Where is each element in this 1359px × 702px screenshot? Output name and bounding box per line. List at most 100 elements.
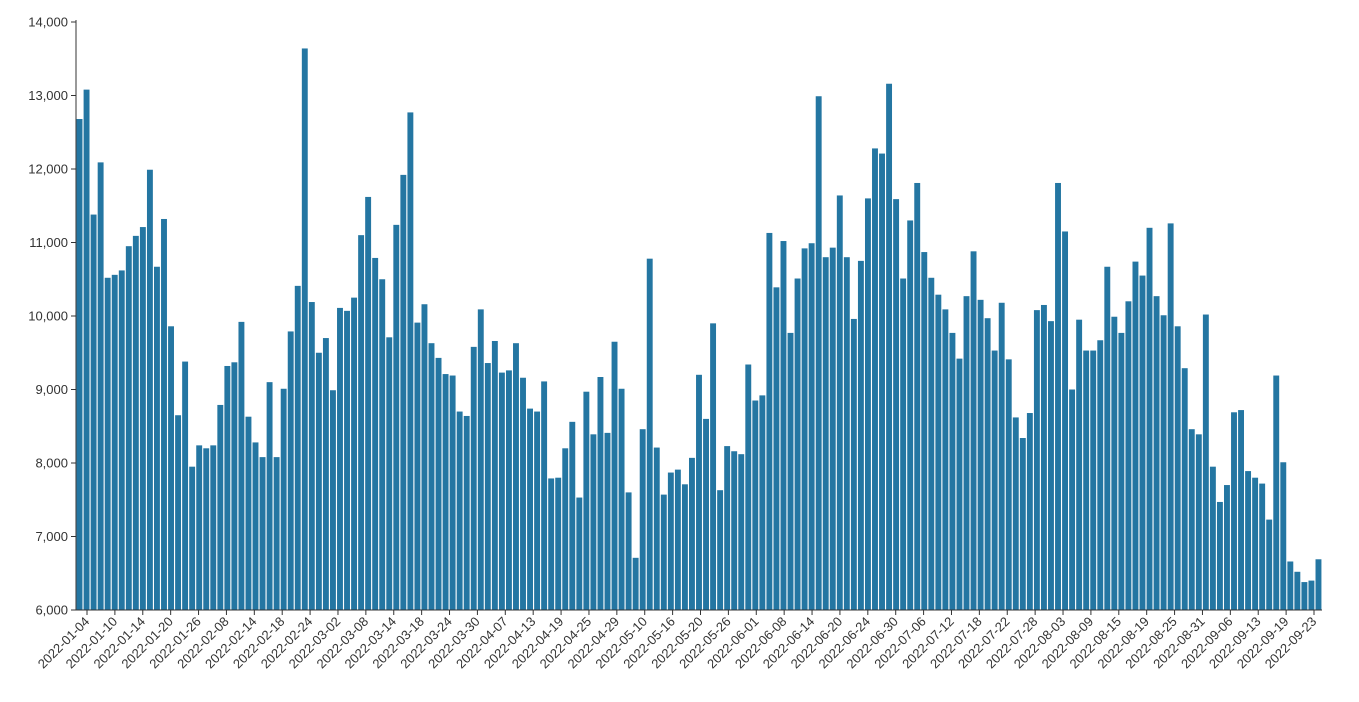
bar (1055, 182, 1061, 610)
bar (1287, 561, 1294, 610)
bar (1153, 296, 1160, 610)
bar (435, 357, 442, 610)
bar (1301, 582, 1308, 610)
bar (998, 302, 1005, 610)
bar (604, 432, 611, 610)
bar (1315, 559, 1322, 610)
bar (491, 340, 498, 610)
bar (928, 277, 935, 610)
bar (829, 247, 836, 610)
bar (907, 220, 914, 610)
bar (1188, 429, 1195, 610)
bar (555, 477, 562, 610)
bar (794, 278, 801, 610)
bar (83, 89, 90, 611)
bar (773, 287, 780, 610)
bar (322, 338, 329, 610)
bar (386, 337, 393, 610)
bar (132, 235, 139, 610)
bar (125, 246, 132, 610)
bar (245, 416, 252, 610)
bar (815, 96, 822, 611)
bar (484, 363, 491, 610)
bar (400, 174, 407, 610)
bar (703, 418, 709, 610)
bar (379, 279, 386, 610)
bars-group (76, 48, 1322, 611)
bar (674, 469, 681, 610)
bar (843, 257, 850, 610)
bar (168, 326, 174, 610)
bar (1118, 332, 1125, 610)
bar (1195, 434, 1202, 610)
bar (1238, 410, 1244, 610)
bar (611, 341, 618, 610)
bar (90, 214, 97, 610)
bar (717, 490, 724, 610)
bar (463, 415, 470, 610)
bar (161, 218, 167, 611)
bar (259, 457, 266, 610)
bar (1033, 310, 1040, 610)
bar (238, 321, 245, 610)
bar (1266, 519, 1273, 610)
bar (646, 258, 653, 610)
bar (850, 318, 857, 610)
bar (1132, 261, 1139, 610)
bar (513, 343, 519, 610)
bar (1294, 571, 1301, 610)
bar (111, 274, 118, 610)
y-tick-label: 10,000 (28, 309, 68, 324)
bar (470, 346, 477, 610)
bar (520, 377, 526, 610)
bar (280, 388, 287, 610)
bar (372, 257, 379, 610)
bar (428, 343, 435, 610)
bar (527, 408, 533, 610)
bar (780, 241, 787, 610)
bar (393, 224, 400, 611)
bar (583, 391, 590, 610)
bar (294, 285, 301, 610)
bar (879, 153, 885, 610)
bar (541, 381, 548, 610)
bar (963, 296, 970, 610)
y-tick-label: 14,000 (28, 15, 68, 30)
bar (1174, 326, 1181, 610)
bar (759, 395, 766, 610)
bar (365, 196, 372, 610)
bar (836, 195, 843, 610)
bar (104, 277, 111, 610)
bar (1308, 580, 1315, 610)
bar (724, 446, 731, 610)
bar (329, 390, 336, 610)
bar (597, 377, 604, 610)
bar (822, 257, 829, 610)
bar (1019, 438, 1026, 610)
bar (787, 332, 794, 610)
bar (1111, 316, 1118, 610)
bar (921, 252, 928, 610)
bar (766, 232, 773, 610)
bar (1202, 314, 1209, 610)
bar (1224, 485, 1230, 610)
bar (1040, 304, 1047, 610)
bar (407, 112, 414, 610)
x-axis: 2022-01-042022-01-102022-01-142022-01-20… (35, 609, 1322, 671)
bar (569, 421, 576, 610)
bar (358, 235, 365, 610)
bar (548, 478, 555, 610)
bar (625, 492, 632, 610)
bar (689, 457, 695, 610)
y-tick-label: 11,000 (29, 235, 68, 250)
bar (1083, 350, 1090, 610)
bar (935, 294, 942, 610)
bar (808, 243, 815, 611)
bar (857, 260, 864, 611)
bar (442, 374, 449, 610)
bar (886, 83, 893, 611)
bar (273, 457, 280, 610)
bar (639, 429, 646, 610)
bar (196, 445, 203, 610)
